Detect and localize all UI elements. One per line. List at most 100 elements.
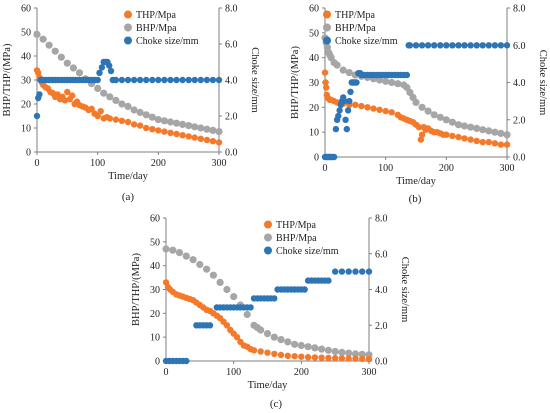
data-point <box>63 59 71 67</box>
data-point <box>136 108 144 116</box>
data-point <box>364 104 371 111</box>
data-point <box>497 42 505 49</box>
data-point <box>332 125 340 133</box>
data-point <box>291 353 298 360</box>
data-point <box>270 333 278 341</box>
data-point <box>271 350 278 358</box>
y2-tick-label: 0.0 <box>513 153 526 164</box>
data-point <box>175 249 184 257</box>
data-point <box>418 103 426 111</box>
data-point <box>100 89 108 97</box>
data-point <box>94 76 101 84</box>
legend-label: THP/Mpa <box>335 10 376 21</box>
data-point <box>149 76 156 84</box>
data-point <box>215 76 223 84</box>
data-point <box>233 334 241 341</box>
data-point <box>124 76 132 84</box>
data-point <box>382 77 390 85</box>
y-tick-label: 40 <box>309 53 319 64</box>
y2-tick-label: 6.0 <box>225 40 238 51</box>
data-point <box>497 141 505 148</box>
data-point <box>166 118 175 126</box>
legend-marker <box>264 233 272 242</box>
y2-tick-label: 4.0 <box>225 76 238 87</box>
data-point <box>167 129 174 136</box>
data-point <box>209 76 217 84</box>
data-point <box>353 79 360 86</box>
data-point <box>352 101 359 109</box>
data-point <box>209 138 217 145</box>
data-point <box>418 131 426 138</box>
y-tick-label: 0 <box>155 357 160 368</box>
legend: THP/Mpa BHP/Mpa Choke size/mm <box>323 10 398 47</box>
data-point <box>467 42 474 49</box>
y2-tick-label: 8.0 <box>513 4 526 15</box>
y-tick-label: 40 <box>21 52 31 63</box>
data-point <box>331 347 339 356</box>
data-point <box>173 130 180 138</box>
data-point <box>88 105 95 113</box>
data-point <box>223 285 231 294</box>
y2-tick-label: 8.0 <box>225 4 238 15</box>
y2-tick-label: 2.0 <box>375 321 388 332</box>
y-tick-label: 10 <box>150 333 160 344</box>
data-point <box>443 131 450 138</box>
y-tick-label: 10 <box>21 124 31 135</box>
data-point <box>333 61 341 69</box>
y2-tick-label: 8.0 <box>375 214 388 225</box>
y-tick-label: 50 <box>150 237 160 248</box>
data-point <box>172 119 181 127</box>
data-point <box>365 355 373 363</box>
data-point <box>264 349 271 356</box>
data-point <box>430 111 438 119</box>
data-point <box>497 129 505 137</box>
data-point <box>318 345 326 353</box>
chart-panel: 0 10 20 30 40 50 60 0.0 2.0 4.0 6.0 8.0 0 100 200 300 Ti… <box>2 4 260 204</box>
data-point <box>342 116 349 124</box>
data-point <box>382 107 389 115</box>
data-point <box>149 126 156 133</box>
data-point <box>343 125 350 133</box>
data-point <box>417 136 425 143</box>
data-point <box>257 348 264 355</box>
data-point <box>325 277 332 284</box>
data-point <box>179 132 186 139</box>
data-point <box>358 102 365 110</box>
data-point <box>324 346 332 354</box>
data-point <box>338 348 346 356</box>
data-point <box>359 268 366 275</box>
data-point <box>321 69 329 76</box>
legend: THP/Mpa BHP/Mpa Choke size/mm <box>124 10 199 47</box>
data-point <box>358 350 366 358</box>
data-point <box>323 84 330 91</box>
data-point <box>106 62 113 69</box>
data-point <box>112 96 120 104</box>
data-point <box>311 354 319 361</box>
data-point <box>61 97 69 104</box>
data-point <box>491 128 499 136</box>
data-point <box>460 122 469 130</box>
data-point <box>124 102 132 110</box>
y2-axis-title: Choke size/mm <box>537 50 548 116</box>
y-tick-label: 60 <box>150 214 160 225</box>
data-point <box>345 268 352 275</box>
data-point <box>179 120 187 128</box>
x-tick-label: 300 <box>362 367 377 378</box>
y-tick-label: 50 <box>309 28 319 39</box>
data-point <box>503 42 511 49</box>
x-tick-label: 100 <box>378 163 393 174</box>
data-point <box>107 67 115 75</box>
data-point <box>209 271 217 279</box>
x-axis-title: Time/day <box>108 171 149 182</box>
data-point <box>449 132 456 140</box>
data-point <box>436 113 444 121</box>
data-point <box>169 246 177 254</box>
data-point <box>406 42 414 49</box>
data-point <box>304 343 312 351</box>
data-point <box>298 353 305 360</box>
data-point <box>203 136 211 144</box>
data-point <box>424 107 432 115</box>
legend-label: Choke size/mm <box>136 36 199 47</box>
data-point <box>347 88 354 96</box>
data-point <box>197 124 205 132</box>
